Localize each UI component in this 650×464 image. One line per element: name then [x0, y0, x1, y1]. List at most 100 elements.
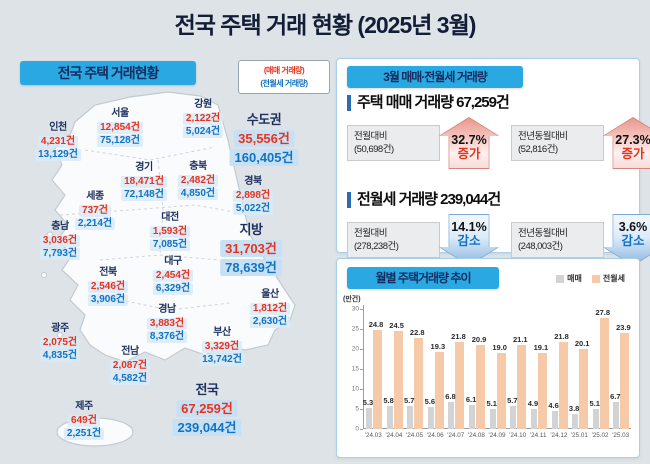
region-rent-value: 160,405건: [229, 149, 299, 166]
region-sale-value: 18,471건: [121, 176, 167, 188]
bar-rent-'24.03: [373, 329, 382, 429]
bar-rent-'25.03: [620, 333, 630, 429]
rent-value-label: 22.8: [409, 327, 425, 337]
bar-rent-'24.08: [476, 345, 486, 429]
region-label-경기: 경기 18,471건 72,148건: [121, 161, 167, 201]
region-label-전북: 전북 2,546건 3,906건: [87, 266, 129, 306]
bar-rent-'25.01: [579, 348, 589, 429]
rent-stats-row: 전월대비 (278,238건) 14.1% 감소 전년동월대비 (248,003건) 3.6…: [347, 214, 650, 266]
region-rent-value: 8,376건: [146, 331, 188, 343]
region-label-울산: 울산 1,812건 2,630건: [249, 288, 291, 328]
region-sale-value: 3,883건: [146, 318, 188, 330]
stat-group-전월대비: 전월대비 (278,238건) 14.1% 감소: [347, 214, 499, 266]
region-label-지방: 지방 31,703건 78,639건: [220, 221, 282, 276]
y-axis-line: [363, 305, 364, 429]
sale-value-label: 5.1: [486, 398, 497, 408]
x-tick-label: '24.03: [364, 432, 382, 439]
region-label-제주: 제주 649건 2,251건: [63, 400, 105, 440]
y-tick-mark: [360, 309, 363, 310]
bar-sale-'25.01: [572, 413, 579, 429]
region-name: 강원: [194, 99, 212, 110]
legend-item-rent: 전월세: [591, 273, 625, 284]
region-label-충북: 충북 2,482건 4,850건: [177, 160, 219, 200]
region-rent-value: 78,639건: [220, 259, 282, 276]
map-legend: (매매 거래량) (전월세 거래량): [238, 60, 330, 94]
change-percent: 3.6%: [618, 220, 648, 234]
region-name: 울산: [261, 289, 279, 300]
bar-sale-'24.09: [489, 408, 496, 429]
legend-item-sale: 매매: [556, 273, 582, 284]
bar-sale-'24.08: [469, 404, 476, 429]
region-rent-value: 2,630건: [249, 316, 291, 328]
rent-value-label: 23.9: [616, 323, 631, 333]
region-label-세종: 세종 737건 2,214건: [74, 190, 116, 230]
region-name: 충남: [51, 221, 69, 232]
monthly-trend-card: 월별 주택거래량 추이 매매 전월세 (만건) 0 5 10 15 20 25 30 24.8…: [336, 258, 640, 458]
region-sale-value: 2,087건: [109, 360, 151, 372]
sale-value-label: 5.1: [589, 398, 600, 408]
rent-value-label: 21.8: [554, 331, 569, 341]
y-tick-mark: [360, 329, 363, 330]
sale-value-label: 6.8: [445, 391, 456, 401]
region-rent-value: 75,128건: [97, 135, 143, 147]
bar-sale-'24.05: [407, 406, 414, 429]
x-tick-label: '24.12: [550, 432, 568, 439]
region-name: 서울: [111, 108, 129, 119]
region-rent-value: 4,850건: [177, 188, 219, 200]
rent-value-label: 24.5: [389, 321, 404, 330]
rent-swatch: [591, 274, 600, 283]
comparison-base-box: 전월대비 (278,238건): [347, 222, 440, 258]
change-percent: 14.1%: [451, 220, 487, 234]
change-percent: 27.3%: [615, 133, 650, 147]
region-name: 전북: [99, 267, 117, 278]
rent-value-label: 20.1: [574, 338, 590, 348]
y-tick-mark: [360, 409, 363, 410]
sale-value-label: 5.7: [404, 396, 415, 406]
region-rent-value: 5,024건: [182, 126, 224, 138]
region-rent-value: 6,329건: [152, 283, 194, 295]
region-label-수도권: 수도권 35,556건 160,405건: [229, 111, 299, 166]
y-tick-mark: [360, 429, 363, 430]
rent-value-label: 19.3: [430, 341, 446, 351]
stat-group-전월대비: 전월대비 (50,698건) 32.7% 증가: [347, 117, 499, 169]
stat-group-전년동월대비: 전년동월대비 (52,816건) 27.3% 증가: [511, 117, 650, 169]
region-sale-value: 2,482건: [177, 175, 219, 187]
region-name: 대구: [164, 256, 182, 267]
region-sale-value: 2,546건: [87, 281, 129, 293]
sale-value-label: 3.8: [568, 403, 580, 413]
rent-volume-heading: 전월세 거래량 239,044건: [347, 192, 501, 208]
y-tick-label: 10: [351, 385, 359, 393]
x-tick-label: '25.03: [612, 432, 630, 439]
x-tick-label: '25.02: [591, 432, 609, 439]
x-tick-label: '24.09: [488, 432, 506, 439]
y-tick-label: 30: [351, 305, 359, 313]
comparison-base-box: 전년동월대비 (52,816건): [511, 125, 604, 161]
region-label-강원: 강원 2,122건 5,024건: [182, 98, 224, 138]
x-tick-label: '24.04: [385, 432, 403, 439]
increase-arrow: 32.7% 증가: [439, 117, 499, 169]
region-label-광주: 광주 2,075건 4,835건: [39, 322, 81, 362]
region-rent-value: 5,022건: [232, 203, 274, 215]
region-name: 충북: [189, 161, 207, 172]
comparison-base-box: 전년동월대비 (248,003건): [511, 222, 604, 258]
change-word: 감소: [457, 234, 481, 248]
legend-rent-label: 전월세: [602, 274, 625, 283]
x-tick-label: '25.01: [570, 432, 588, 439]
bar-rent-'24.09: [496, 353, 506, 429]
region-sale-value: 12,854건: [97, 122, 143, 134]
region-label-대구: 대구 2,454건 6,329건: [152, 255, 194, 295]
bar-sale-'25.02: [592, 408, 599, 429]
region-name: 전국: [195, 382, 219, 397]
sale-value-label: 6.7: [610, 392, 621, 402]
y-tick-label: 5: [355, 405, 359, 413]
region-rent-value: 2,214건: [74, 218, 116, 230]
y-axis-unit-label: (만건): [343, 296, 361, 303]
region-label-전국: 전국 67,259건 239,044건: [172, 381, 242, 436]
region-sale-value: 4,231건: [35, 136, 81, 148]
region-sale-value: 2,454건: [152, 270, 194, 282]
bar-sale-'25.03: [613, 402, 620, 429]
change-percent: 32.7%: [451, 133, 487, 147]
bar-rent-'24.04: [393, 331, 403, 429]
sale-swatch: [556, 274, 565, 283]
rent-value-label: 20.9: [471, 335, 487, 345]
